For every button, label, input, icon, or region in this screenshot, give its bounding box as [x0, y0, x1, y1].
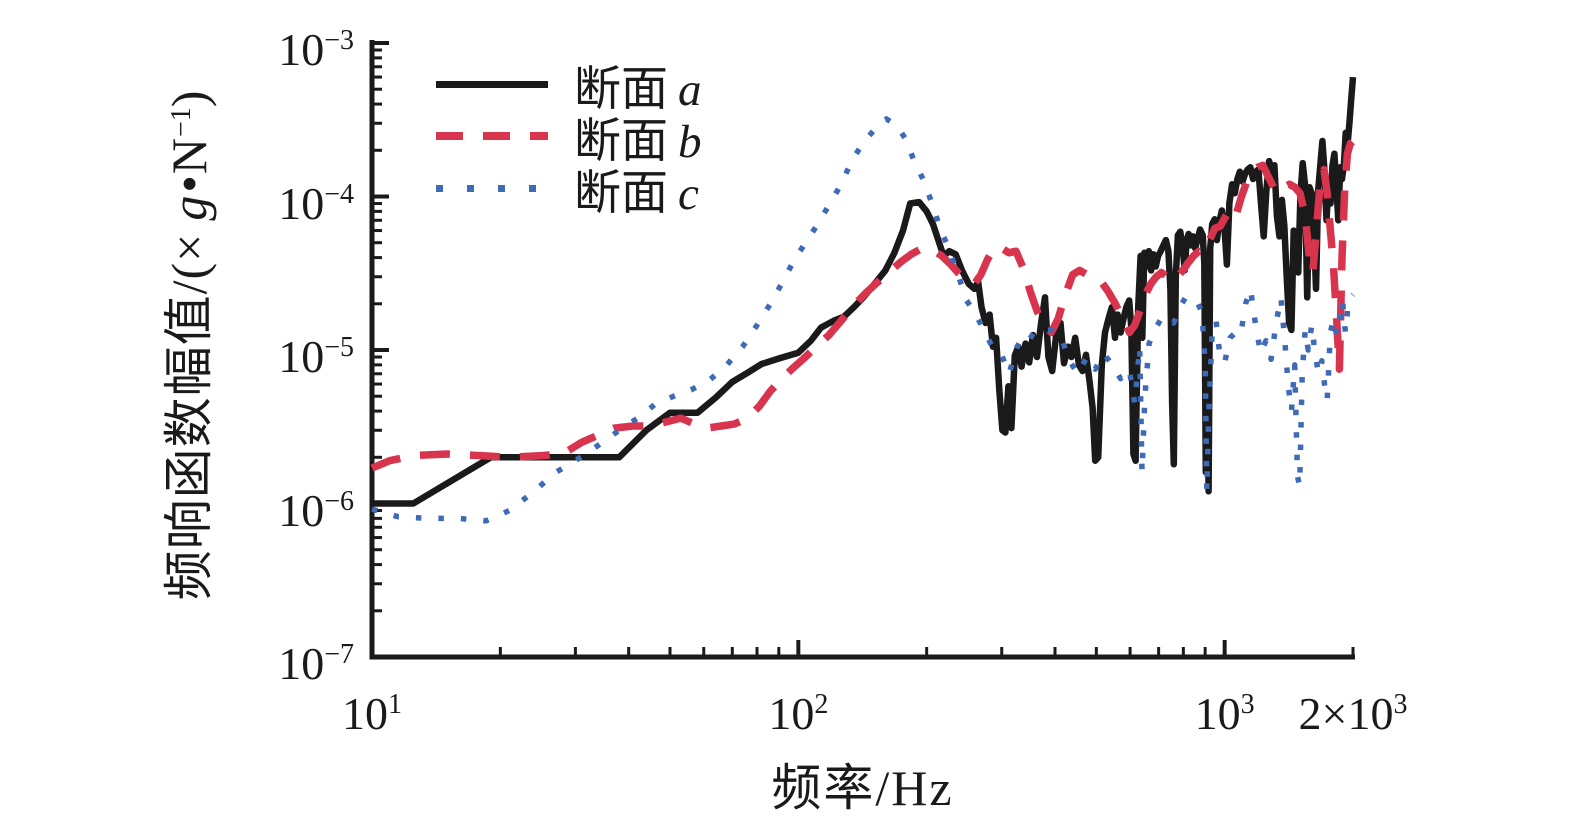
- dashed-line-sample: [436, 132, 548, 140]
- solid-line-sample: [436, 80, 548, 88]
- legend-letter-b: b: [678, 115, 702, 168]
- x-tick-label: 102: [768, 688, 829, 739]
- y-axis-title-n-symbol: N: [161, 137, 217, 175]
- series-line-a: [372, 76, 1357, 507]
- y-tick-label: 10−5: [278, 331, 354, 382]
- y-tick-label: 10−6: [278, 484, 354, 536]
- x-tick-label: 103: [1194, 688, 1255, 739]
- legend-label-c: 断面: [574, 167, 668, 220]
- y-tick-label: 10−3: [278, 24, 354, 75]
- legend-label-a: 断面: [574, 63, 668, 116]
- y-axis-title-g-symbol: g: [161, 194, 217, 221]
- x-tick-label: 101: [342, 688, 402, 739]
- x-axis-title: 频率/Hz: [771, 760, 954, 816]
- legend-item-section-a: 断面 a: [436, 58, 702, 116]
- dotted-line-sample: [436, 184, 548, 192]
- legend-letter-a: a: [678, 63, 702, 116]
- y-axis-title-exponent: −1: [166, 107, 197, 138]
- series-line-b: [370, 138, 1356, 472]
- y-axis-title-text: 频响函数幅值/(×: [161, 232, 217, 601]
- legend-letter-c: c: [678, 167, 699, 220]
- legend-item-section-c: 断面 c: [436, 162, 702, 220]
- legend-label-b: 断面: [574, 115, 668, 168]
- series-line-c: [371, 116, 1356, 524]
- y-tick-label: 10−7: [278, 638, 354, 689]
- y-axis-title: 频响函数幅值/(× g•N−1): [149, 90, 221, 601]
- y-axis-title-close-paren: ): [161, 89, 217, 108]
- legend-item-section-b: 断面 b: [436, 110, 702, 168]
- legend: 断面 a 断面 b 断面 c: [436, 58, 702, 220]
- y-tick-label: 10−4: [278, 177, 354, 229]
- x-tick-label: 2×103: [1298, 688, 1408, 739]
- y-axis-title-dot: •: [161, 174, 217, 193]
